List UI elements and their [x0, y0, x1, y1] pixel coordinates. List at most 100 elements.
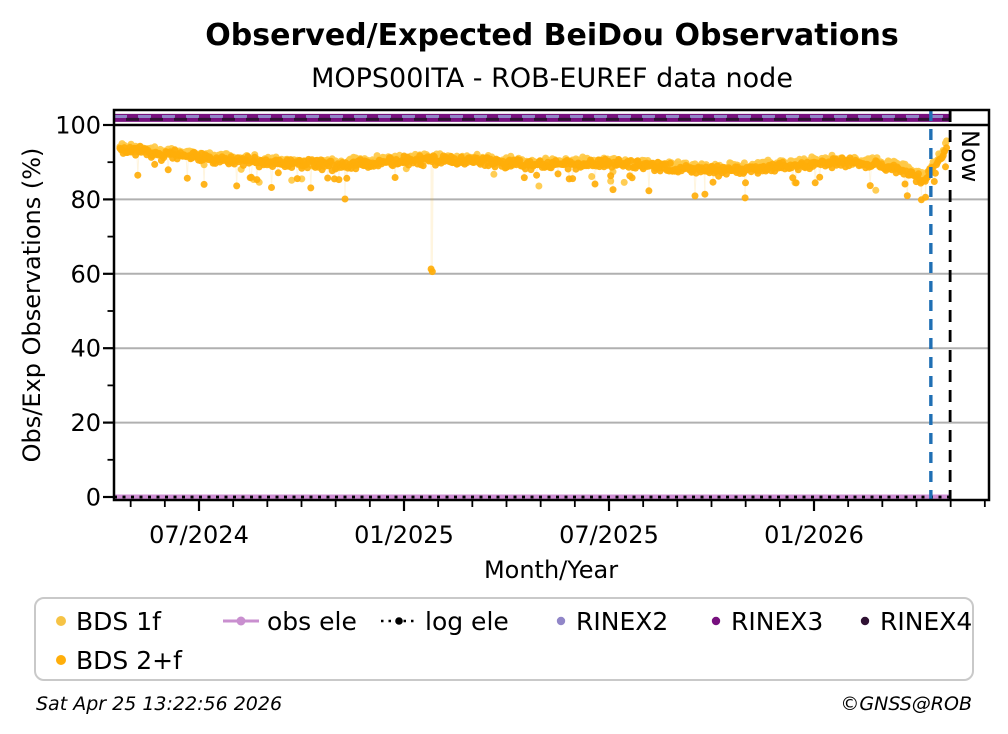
y-tick-label: 0: [86, 484, 101, 512]
scatter-point-bds-2-f: [922, 193, 929, 201]
scatter-point-bds-2-f: [293, 175, 301, 183]
scatter-point-bds-2-f: [607, 172, 615, 180]
legend: BDS 1f obs ele log ele RINEX2 RINEX3 RINEX4 BD…: [34, 597, 974, 681]
scatter-point-bds-2-f: [244, 153, 252, 160]
BDS 2+f-marker-icon: [56, 655, 66, 665]
scatter-point-bds-1f: [607, 177, 615, 185]
scatter-point-bds-2-f: [134, 171, 142, 179]
scatter-point-bds-2-f: [233, 182, 241, 190]
scatter-point-bds-2-f: [866, 182, 874, 190]
scatter-point-bds-2-f: [609, 186, 617, 194]
scatter-point-bds-2-f: [419, 162, 427, 170]
scatter-point-bds-2-f: [428, 268, 436, 276]
scatter-point-bds-1f: [535, 182, 543, 190]
scatter-point-bds-2-f: [901, 180, 909, 188]
scatter-point-bds-2-f: [691, 192, 699, 200]
scatter-point-bds-2-f: [391, 174, 399, 181]
scatter-point-bds-1f: [588, 173, 596, 180]
scatter-point-bds-2-f: [792, 179, 800, 187]
scatter-point-bds-2-f: [789, 174, 797, 182]
scatter-point-bds-2-f: [247, 173, 255, 181]
RINEX2-marker-icon: [556, 616, 566, 626]
scatter-point-bds-2-f: [903, 192, 911, 200]
scatter-point-bds-2-f: [274, 169, 282, 177]
legend-item-label: RINEX2: [576, 606, 669, 636]
footer-timestamp: Sat Apr 25 13:22:56 2026: [36, 693, 282, 715]
scatter-point-bds-1f: [943, 137, 951, 145]
RINEX4-marker-icon: [860, 616, 870, 626]
legend-item-rinex3: RINEX3: [708, 606, 823, 636]
scatter-point-bds-2-f: [701, 190, 709, 198]
BDS 1f-marker-icon: [56, 616, 66, 626]
footer-copyright: ©GNSS@ROB: [840, 693, 972, 715]
x-tick-label: 07/2024: [149, 521, 249, 549]
now-label: Now: [956, 130, 984, 182]
scatter-point-bds-2-f: [554, 170, 562, 178]
scatter-point-bds-2-f: [628, 174, 636, 182]
y-tick-label: 20: [70, 409, 101, 437]
scatter-point-bds-2-f: [533, 171, 541, 179]
scatter-point-bds-2-f: [251, 153, 259, 161]
scatter-point-bds-2-f: [742, 179, 749, 187]
x-tick-label: 01/2026: [764, 521, 864, 549]
legend-item-label: BDS 2+f: [76, 645, 182, 675]
legend-item-bds-2-f: BDS 2+f: [53, 645, 182, 675]
scatter-point-bds-2-f: [741, 194, 749, 202]
scatter-point-bds-2-f: [491, 163, 499, 171]
scatter-point-bds-2-f: [324, 174, 332, 182]
scatter-point-bds-2-f: [627, 157, 635, 164]
scatter-point-bds-2-f: [915, 170, 922, 178]
y-tick-label: 60: [70, 260, 101, 288]
legend-item-rinex2: RINEX2: [553, 606, 668, 636]
scatter-point-bds-2-f: [569, 175, 577, 183]
scatter-point-bds-2-f: [253, 176, 261, 184]
legend-item-rinex4: RINEX4: [857, 606, 972, 636]
chart-subtitle: MOPS00ITA - ROB-EUREF data node: [311, 63, 793, 94]
scatter-point-bds-1f: [490, 170, 498, 178]
scatter-point-bds-2-f: [931, 169, 939, 177]
scatter-point-bds-2-f: [304, 164, 311, 172]
scatter-point-bds-2-f: [343, 174, 351, 182]
legend-item-label: RINEX3: [731, 606, 824, 636]
scatter-point-bds-2-f: [930, 178, 938, 185]
y-tick-label: 100: [55, 112, 101, 140]
x-axis-label: Month/Year: [484, 556, 618, 584]
obs ele-marker-icon: [223, 616, 259, 626]
x-tick-label: 07/2025: [559, 521, 659, 549]
legend-item-label: RINEX4: [880, 606, 973, 636]
y-tick-label: 40: [70, 335, 101, 363]
scatter-point-bds-2-f: [943, 144, 951, 152]
plot-frame: [112, 108, 991, 502]
scatter-point-bds-2-f: [645, 187, 653, 195]
legend-item-log-ele: log ele: [380, 606, 509, 636]
legend-item-label: obs ele: [267, 606, 357, 636]
scatter-point-bds-2-f: [164, 166, 172, 174]
y-tick-label: 80: [70, 186, 101, 214]
y-axis-label: Obs/Exp Observations (%): [18, 148, 46, 463]
scatter-point-bds-2-f: [341, 195, 349, 203]
legend-item-obs-ele: obs ele: [222, 606, 357, 636]
legend-item-label: BDS 1f: [76, 606, 161, 636]
scatter-point-bds-2-f: [151, 160, 159, 168]
scatter-point-bds-2-f: [200, 180, 208, 188]
scatter-point-bds-1f: [620, 178, 628, 186]
legend-item-bds-1f: BDS 1f: [53, 606, 161, 636]
scatter-point-bds-1f: [872, 186, 880, 194]
scatter-point-bds-2-f: [666, 159, 674, 167]
scatter-point-bds-2-f: [307, 184, 315, 192]
RINEX3-marker-icon: [711, 616, 721, 626]
x-tick-label: 01/2025: [354, 521, 454, 549]
scatter-point-bds-2-f: [709, 178, 717, 186]
scatter-point-bds-2-f: [335, 176, 343, 184]
scatter-point-bds-2-f: [811, 179, 819, 187]
scatter-point-bds-2-f: [942, 163, 949, 171]
plot-area: 0 20 40 60 80 100 07/2024 01/2025 07/2025 01/2026: [55, 108, 991, 549]
log ele-marker-icon: [381, 617, 417, 625]
scatter-point-bds-2-f: [183, 174, 191, 182]
chart-title: Observed/Expected BeiDou Observations: [205, 18, 898, 53]
scatter-point-bds-2-f: [268, 184, 275, 191]
scatter-point-bds-2-f: [591, 180, 599, 188]
legend-item-label: log ele: [425, 606, 509, 636]
